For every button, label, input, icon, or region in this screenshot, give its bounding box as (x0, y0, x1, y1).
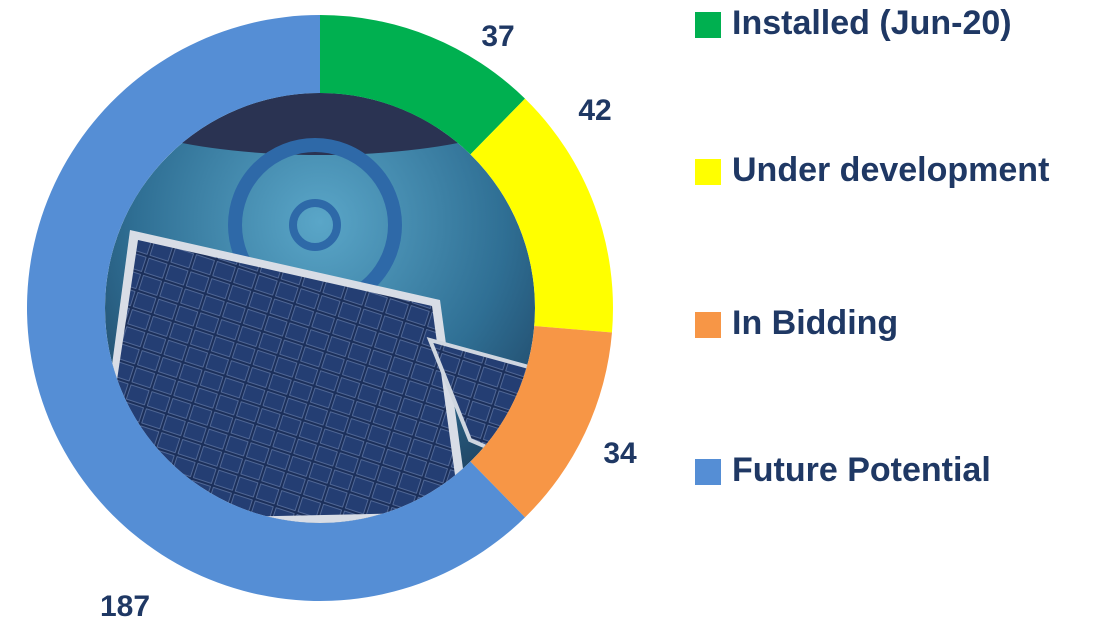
data-label: 187 (100, 590, 150, 623)
data-label: 42 (578, 94, 611, 127)
legend-swatch (695, 159, 721, 185)
legend-swatch (695, 312, 721, 338)
chart: 37 Installed (Jun-20) 42 Under development 3… (0, 0, 1117, 629)
legend-swatch (695, 12, 721, 38)
legend-swatch (695, 459, 721, 485)
legend-label: Under development (732, 151, 1049, 189)
data-label: 37 (481, 20, 514, 53)
legend-label: Installed (Jun-20) (732, 4, 1012, 42)
legend-label: Future Potential (732, 451, 991, 489)
legend-label: In Bidding (732, 304, 898, 342)
data-label: 34 (603, 437, 637, 470)
